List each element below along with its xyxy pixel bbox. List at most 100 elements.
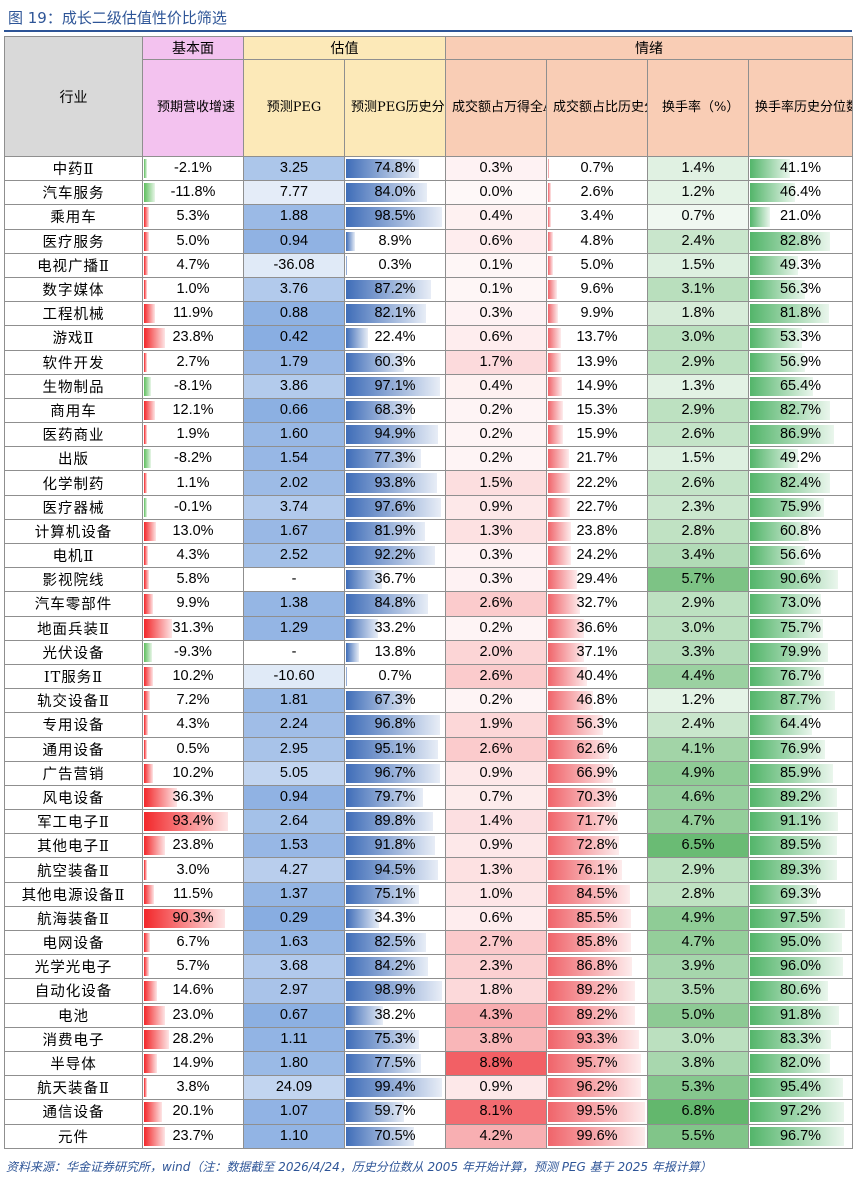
cell-value: 3.3%: [681, 643, 715, 660]
cell-value: 0.3%: [479, 547, 513, 564]
turnover-percentile-cell: 49.2%: [748, 446, 853, 472]
percentile-bar: [346, 473, 437, 493]
percentile-bar: [548, 497, 571, 517]
cell-value: 3.1%: [681, 281, 715, 298]
revenue-growth-cell: 13.0%: [142, 518, 244, 545]
table-row: 其他电子Ⅱ 23.8% 1.53 91.8% 0.9% 72.8% 6.5% 89.5%: [4, 833, 853, 859]
cell-value: 0.4%: [479, 377, 513, 394]
cell-value: 6.7%: [176, 934, 210, 951]
amount-share-cell: 8.8%: [445, 1050, 547, 1077]
amount-share-cell: 0.9%: [445, 833, 547, 859]
cell-value: 1.5%: [681, 450, 715, 467]
amount-percentile-cell: 46.8%: [546, 688, 648, 714]
turnover-cell: 4.7%: [647, 809, 749, 835]
cell-value: 75.1%: [374, 885, 416, 902]
amount-percentile-cell: 32.7%: [546, 591, 648, 617]
percentile-bar: [548, 860, 622, 880]
cell-value: 62.6%: [576, 740, 618, 757]
column-header-row: 预期营收增速（%） 预测PEG 预测PEG历史分位数（%） 成交额占万得全A比（…: [5, 59, 853, 157]
peg-cell: 0.88: [243, 301, 345, 327]
industry-name-cell: 电网设备: [4, 929, 143, 956]
cell-value: 21.0%: [779, 208, 822, 225]
cell-value: 5.3%: [681, 1079, 715, 1096]
turnover-cell: 1.2%: [647, 688, 749, 714]
percentile-bar: [548, 449, 570, 469]
peg-cell: 1.80: [243, 1050, 345, 1077]
amount-share-cell: 2.6%: [445, 736, 547, 762]
percentile-bar: [750, 159, 790, 179]
cell-value: -11.8%: [170, 184, 216, 201]
cell-value: 23.8%: [172, 329, 214, 346]
revenue-growth-cell: 23.8%: [142, 325, 244, 351]
turnover-percentile-cell: 82.4%: [748, 470, 853, 496]
percentile-bar: [548, 1126, 645, 1146]
cell-value: 7.2%: [176, 692, 210, 709]
growth-bar: [144, 304, 155, 324]
turnover-cell: 5.5%: [647, 1123, 749, 1149]
cell-value: 1.8%: [479, 982, 513, 999]
cell-value: 28.2%: [172, 1030, 214, 1047]
percentile-bar: [346, 425, 439, 445]
growth-bar: [144, 159, 147, 179]
cell-value: 2.3%: [681, 498, 715, 515]
cell-value: 4.27: [279, 861, 309, 878]
percentile-bar: [750, 1005, 840, 1025]
table-row: 航空装备Ⅱ 3.0% 4.27 94.5% 1.3% 76.1% 2.9% 89.3%: [4, 857, 853, 883]
cell-value: 81.8%: [779, 305, 822, 322]
cell-value: 0.1%: [479, 256, 513, 273]
cell-value: 38.2%: [374, 1006, 416, 1023]
industry-name-cell: 中药Ⅱ: [4, 155, 143, 182]
table-row: 专用设备 4.3% 2.24 96.8% 1.9% 56.3% 2.4% 64.4%: [4, 712, 853, 738]
cell-value: 1.4%: [681, 160, 715, 177]
percentile-bar: [346, 933, 427, 953]
table-row: 电视广播Ⅱ 4.7% -36.08 0.3% 0.1% 5.0% 1.5% 49.3%: [4, 252, 853, 278]
turnover-percentile-cell: 95.4%: [748, 1075, 853, 1101]
cell-value: 13.9%: [576, 353, 618, 370]
revenue-growth-cell: -8.1%: [142, 373, 244, 399]
industry-name-cell: 工程机械: [4, 301, 143, 327]
percentile-bar: [346, 1102, 404, 1122]
cell-value: 0.3%: [479, 160, 513, 177]
peg-percentile-cell: 82.5%: [344, 929, 446, 956]
percentile-bar: [548, 642, 584, 662]
percentile-bar: [750, 884, 818, 904]
cell-value: 5.3%: [176, 208, 210, 225]
amount-percentile-cell: 14.9%: [546, 373, 648, 399]
revenue-growth-cell: 6.7%: [142, 929, 244, 956]
peg-percentile-cell: 92.2%: [344, 542, 446, 569]
percentile-bar: [346, 618, 379, 638]
cell-value: 2.02: [279, 474, 309, 491]
amount-percentile-cell: 95.7%: [546, 1050, 648, 1077]
cell-value: 1.63: [279, 934, 309, 951]
peg-percentile-cell: 95.1%: [344, 736, 446, 762]
peg-cell: 1.81: [243, 688, 345, 714]
industry-name-cell: 游戏Ⅱ: [4, 325, 143, 351]
turnover-percentile-header: 换手率历史分位数（%）: [748, 59, 853, 157]
industry-name-cell: 计算机设备: [4, 518, 143, 545]
amount-share-cell: 1.3%: [445, 518, 547, 545]
cell-value: 5.8%: [176, 571, 210, 588]
industry-name-cell: 航空装备Ⅱ: [4, 857, 143, 883]
cell-value: 95.1%: [374, 740, 416, 757]
cell-value: 2.9%: [681, 595, 715, 612]
cell-value: 1.07: [279, 1103, 309, 1120]
percentile-bar: [750, 1078, 843, 1098]
cell-value: 49.3%: [779, 256, 822, 273]
cell-value: 34.3%: [374, 909, 416, 926]
percentile-bar: [750, 1126, 844, 1146]
screening-table: 行业 基本面 估值 情绪 预期营收增速（%） 预测PEG 预测PEG历史分位数（…: [4, 36, 853, 1149]
cell-value: 2.7%: [479, 934, 513, 951]
peg-percentile-cell: 8.9%: [344, 228, 446, 254]
percentile-bar: [346, 546, 436, 566]
revenue-growth-cell: 9.9%: [142, 591, 244, 617]
percentile-bar: [548, 570, 577, 590]
peg-percentile-cell: 75.1%: [344, 881, 446, 907]
peg-percentile-cell: 87.2%: [344, 276, 446, 303]
cell-value: 36.7%: [374, 571, 416, 588]
cell-value: 0.1%: [479, 281, 513, 298]
industry-name-cell: 航海装备Ⅱ: [4, 905, 143, 932]
peg-cell: 7.77: [243, 180, 345, 206]
cell-value: 0.3%: [479, 305, 513, 322]
percentile-bar: [750, 1029, 831, 1049]
amount-percentile-cell: 15.9%: [546, 422, 648, 448]
